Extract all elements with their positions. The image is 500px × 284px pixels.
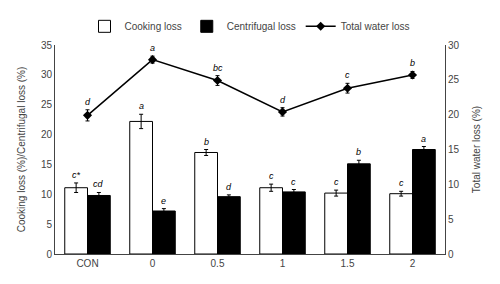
svg-text:0: 0 (150, 258, 156, 269)
svg-text:30: 30 (41, 69, 53, 80)
svg-text:CON: CON (76, 258, 98, 269)
svg-text:c: c (345, 70, 350, 80)
svg-text:c: c (269, 171, 274, 181)
svg-text:0.5: 0.5 (211, 258, 225, 269)
svg-text:d: d (85, 97, 91, 107)
svg-text:1: 1 (280, 258, 286, 269)
svg-text:c*: c* (72, 170, 81, 180)
svg-text:15: 15 (448, 144, 460, 155)
svg-text:Centrifugal loss: Centrifugal loss (227, 21, 296, 32)
svg-text:25: 25 (41, 99, 53, 110)
svg-text:b: b (356, 147, 361, 157)
svg-text:30: 30 (448, 40, 460, 51)
svg-text:0: 0 (448, 249, 454, 260)
svg-text:d: d (280, 95, 286, 105)
svg-text:10: 10 (41, 189, 53, 200)
svg-text:a: a (421, 134, 426, 144)
svg-text:Total water loss: Total water loss (341, 21, 410, 32)
svg-text:b: b (204, 137, 209, 147)
svg-text:25: 25 (448, 74, 460, 85)
svg-text:a: a (139, 101, 144, 111)
svg-text:bc: bc (213, 63, 223, 73)
svg-text:Cooking loss (%)/Centrifugal l: Cooking loss (%)/Centrifugal loss (%) (16, 67, 27, 233)
svg-text:20: 20 (448, 109, 460, 120)
svg-text:c: c (334, 177, 339, 187)
svg-text:c: c (291, 177, 296, 187)
svg-text:15: 15 (41, 159, 53, 170)
svg-text:e: e (161, 196, 166, 206)
svg-text:5: 5 (448, 214, 454, 225)
svg-text:1.5: 1.5 (341, 258, 355, 269)
svg-text:10: 10 (448, 179, 460, 190)
svg-text:20: 20 (41, 129, 53, 140)
svg-text:2: 2 (410, 258, 416, 269)
svg-text:0: 0 (46, 249, 52, 260)
svg-text:a: a (150, 43, 155, 53)
svg-text:cd: cd (93, 179, 104, 189)
svg-text:d: d (226, 182, 232, 192)
svg-text:5: 5 (46, 219, 52, 230)
svg-text:Total water loss (%): Total water loss (%) (471, 106, 482, 193)
svg-text:35: 35 (41, 40, 53, 51)
svg-text:c: c (399, 178, 404, 188)
svg-text:Cooking loss: Cooking loss (125, 21, 182, 32)
svg-text:b: b (410, 58, 415, 68)
